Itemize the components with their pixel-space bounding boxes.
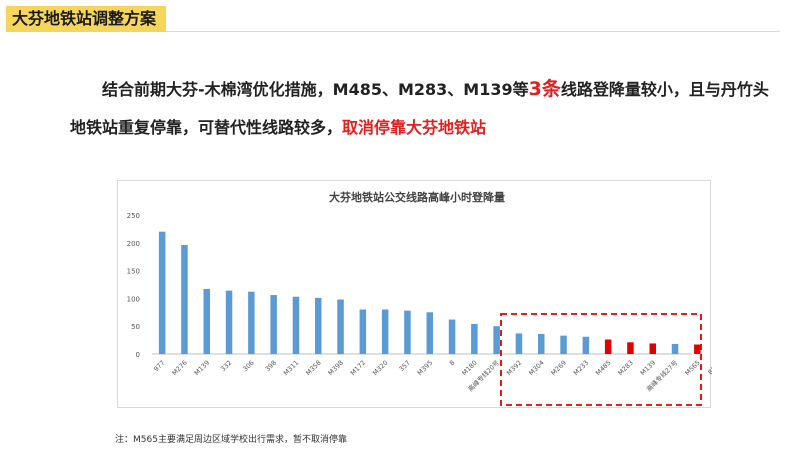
bar — [381, 309, 389, 354]
bar — [359, 309, 367, 354]
x-tick-label: M172 — [349, 359, 367, 377]
y-tick-label: 250 — [127, 212, 140, 220]
x-tick-label: M395 — [416, 359, 434, 377]
bar — [471, 323, 478, 354]
description-count: 3条 — [528, 78, 561, 100]
bar — [493, 326, 500, 354]
bar — [671, 343, 679, 354]
bar — [515, 333, 523, 354]
bar — [538, 333, 545, 354]
x-tick-label: 977 — [152, 359, 166, 373]
x-tick-label: M565 — [683, 359, 701, 377]
bar — [225, 290, 233, 354]
page-title: 大芬地铁站调整方案 — [6, 6, 166, 32]
x-tick-label: 357 — [397, 359, 411, 373]
x-tick-label: 398 — [264, 359, 278, 373]
bar — [649, 343, 656, 354]
x-tick-label: M139 — [193, 359, 211, 377]
x-tick-label: M311 — [282, 359, 300, 377]
bar — [270, 295, 277, 354]
bar — [292, 296, 300, 354]
x-tick-label: B830 — [706, 359, 712, 377]
chart-container: 大芬地铁站公交线路高峰小时登降量 0 50 100 150 200 250 977 M276 M1… — [117, 180, 712, 408]
bar — [694, 344, 701, 354]
bar — [203, 288, 210, 354]
bar-chart: 大芬地铁站公交线路高峰小时登降量 0 50 100 150 200 250 977 M276 M1… — [127, 190, 712, 406]
bar — [248, 291, 255, 354]
y-tick-label: 150 — [127, 268, 140, 276]
bar — [181, 245, 188, 354]
bar — [560, 335, 567, 354]
highlight-box — [500, 313, 702, 406]
x-tick-label: M139 — [639, 359, 657, 377]
x-tick-label: M233 — [572, 359, 590, 377]
description-text: 结合前期大芬-木棉湾优化措施，M485、M283、M139等3条线路登降量较小，… — [70, 70, 770, 147]
x-tick-label: M283 — [616, 359, 634, 377]
y-tick-label: 200 — [127, 240, 140, 248]
y-tick-label: 100 — [127, 295, 140, 303]
x-tick-label: M304 — [527, 359, 545, 377]
bar — [315, 297, 322, 354]
y-tick-label: 0 — [136, 351, 140, 359]
description-part1: 结合前期大芬-木棉湾优化措施，M485、M283、M139等 — [102, 80, 529, 99]
bar — [426, 312, 433, 354]
bar — [158, 231, 166, 354]
x-tick-label: M180 — [460, 359, 478, 377]
x-tick-label: 332 — [219, 359, 233, 373]
x-tick-label: M485 — [594, 359, 612, 377]
bar — [627, 342, 634, 354]
x-tick-label: M358 — [304, 359, 322, 377]
x-tick-label: M392 — [505, 359, 523, 377]
x-tick-label: M320 — [371, 359, 389, 377]
description-conclusion: 取消停靠大芬地铁站 — [342, 118, 487, 137]
y-tick-label: 50 — [131, 323, 140, 331]
x-tick-label: 306 — [241, 359, 255, 373]
x-tick-label: 8 — [448, 359, 457, 368]
footnote: 注：M565主要满足周边区域学校出行需求，暂不取消停靠 — [115, 435, 347, 445]
x-tick-label: M398 — [327, 359, 345, 377]
header-divider — [166, 31, 780, 32]
bar — [582, 336, 590, 354]
bar — [448, 319, 456, 354]
x-tick-label: M269 — [550, 359, 568, 377]
x-tick-label: M276 — [170, 359, 188, 377]
bar — [604, 339, 612, 354]
bar — [404, 310, 411, 354]
description-part2: 线路登降量较小，且与丹竹头地铁站重复停靠，可替代性线路较多， — [70, 80, 769, 137]
bar — [337, 299, 344, 354]
chart-title: 大芬地铁站公交线路高峰小时登降量 — [329, 190, 505, 204]
